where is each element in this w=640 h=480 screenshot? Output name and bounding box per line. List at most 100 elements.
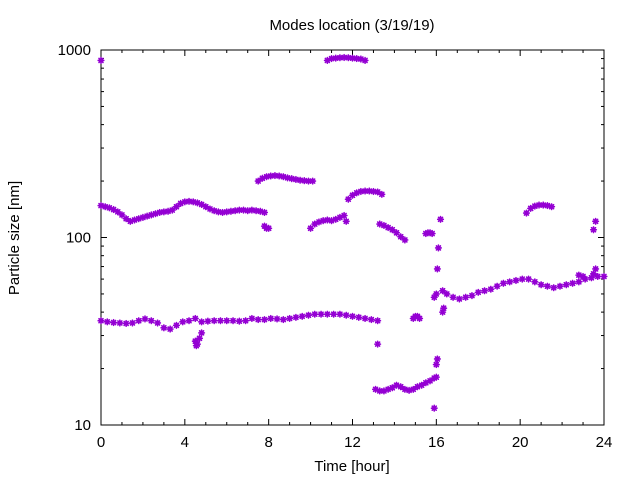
data-point	[365, 187, 373, 195]
data-point	[214, 208, 222, 216]
data-point	[376, 220, 384, 228]
data-point	[392, 381, 401, 389]
data-point	[229, 317, 237, 325]
data-point	[109, 318, 118, 327]
data-point	[380, 221, 388, 230]
data-point	[193, 340, 202, 348]
data-point	[594, 272, 602, 281]
data-point	[330, 310, 338, 318]
data-point	[384, 223, 392, 232]
x-tick-label: 20	[512, 434, 529, 451]
plot-frame	[100, 49, 605, 426]
data-point	[468, 291, 476, 300]
data-point	[401, 236, 409, 244]
data-point	[198, 318, 206, 326]
data-point	[374, 188, 382, 196]
data-point	[426, 377, 434, 385]
data-point	[543, 282, 552, 290]
data-point	[267, 314, 275, 323]
data-point	[342, 311, 350, 319]
data-point	[430, 404, 438, 412]
x-tick-label: 0	[97, 434, 105, 451]
y-tick-label: 100	[66, 230, 91, 247]
data-point	[462, 293, 470, 301]
data-point	[487, 285, 495, 293]
data-point	[397, 383, 405, 391]
data-point	[256, 207, 264, 215]
data-point	[227, 207, 235, 215]
data-point	[198, 200, 206, 209]
data-point	[218, 208, 227, 217]
data-point	[114, 208, 122, 216]
x-tick-label: 12	[344, 434, 361, 451]
data-point	[401, 385, 409, 393]
data-point	[439, 308, 447, 316]
data-point	[355, 313, 363, 321]
data-point	[248, 206, 256, 214]
data-point	[223, 208, 231, 216]
data-point	[348, 191, 357, 199]
data-point	[340, 53, 348, 62]
data-point	[575, 278, 583, 286]
data-point	[265, 224, 273, 232]
data-point	[336, 310, 344, 318]
data-point	[109, 205, 118, 214]
data-point	[327, 54, 336, 63]
data-point	[288, 175, 296, 183]
data-point	[548, 203, 556, 211]
data-point	[254, 315, 262, 324]
data-point	[369, 187, 378, 196]
data-point	[589, 226, 598, 234]
data-point	[587, 274, 596, 282]
data-point	[531, 278, 539, 286]
y-tick-label: 10	[74, 417, 91, 434]
data-point	[166, 325, 174, 333]
data-point	[568, 279, 577, 287]
data-point	[195, 334, 204, 342]
data-point	[191, 337, 199, 345]
x-tick-label: 8	[264, 434, 272, 451]
data-point	[164, 207, 172, 215]
data-point	[306, 224, 315, 232]
plot-border	[100, 49, 605, 426]
data-point	[147, 317, 155, 325]
y-tick-label: 1000	[58, 42, 91, 59]
data-point	[135, 215, 143, 223]
data-point	[177, 199, 185, 208]
data-point	[353, 54, 361, 63]
data-point	[304, 177, 313, 185]
data-point	[323, 216, 331, 224]
data-point	[252, 207, 260, 215]
data-point	[235, 317, 243, 325]
chart-title: Modes location (3/19/19)	[269, 17, 434, 34]
data-point	[103, 318, 111, 326]
data-point	[223, 317, 231, 325]
data-point	[153, 319, 162, 327]
data-point	[432, 373, 440, 381]
data-point	[300, 177, 308, 185]
data-point	[434, 244, 443, 252]
data-point	[204, 317, 212, 325]
data-point	[267, 172, 275, 180]
data-point	[231, 207, 239, 215]
data-point	[122, 215, 130, 223]
data-point	[449, 293, 457, 301]
data-point	[258, 174, 266, 182]
x-axis-ticks: 0 4 8 12 16 20 24	[97, 50, 612, 451]
data-point	[323, 310, 331, 318]
data-point	[537, 281, 545, 289]
data-point	[433, 265, 441, 273]
x-tick-label: 4	[181, 434, 189, 451]
data-point	[235, 206, 243, 214]
data-point	[309, 177, 317, 185]
data-point	[191, 314, 199, 323]
data-point	[361, 187, 369, 195]
data-point	[172, 321, 181, 329]
data-point	[415, 314, 424, 323]
data-point	[147, 211, 155, 219]
data-point	[116, 319, 124, 327]
data-point	[273, 315, 281, 323]
data-point	[499, 279, 507, 287]
y-axis-label: Particle size [nm]	[6, 181, 23, 295]
data-point	[139, 213, 147, 221]
